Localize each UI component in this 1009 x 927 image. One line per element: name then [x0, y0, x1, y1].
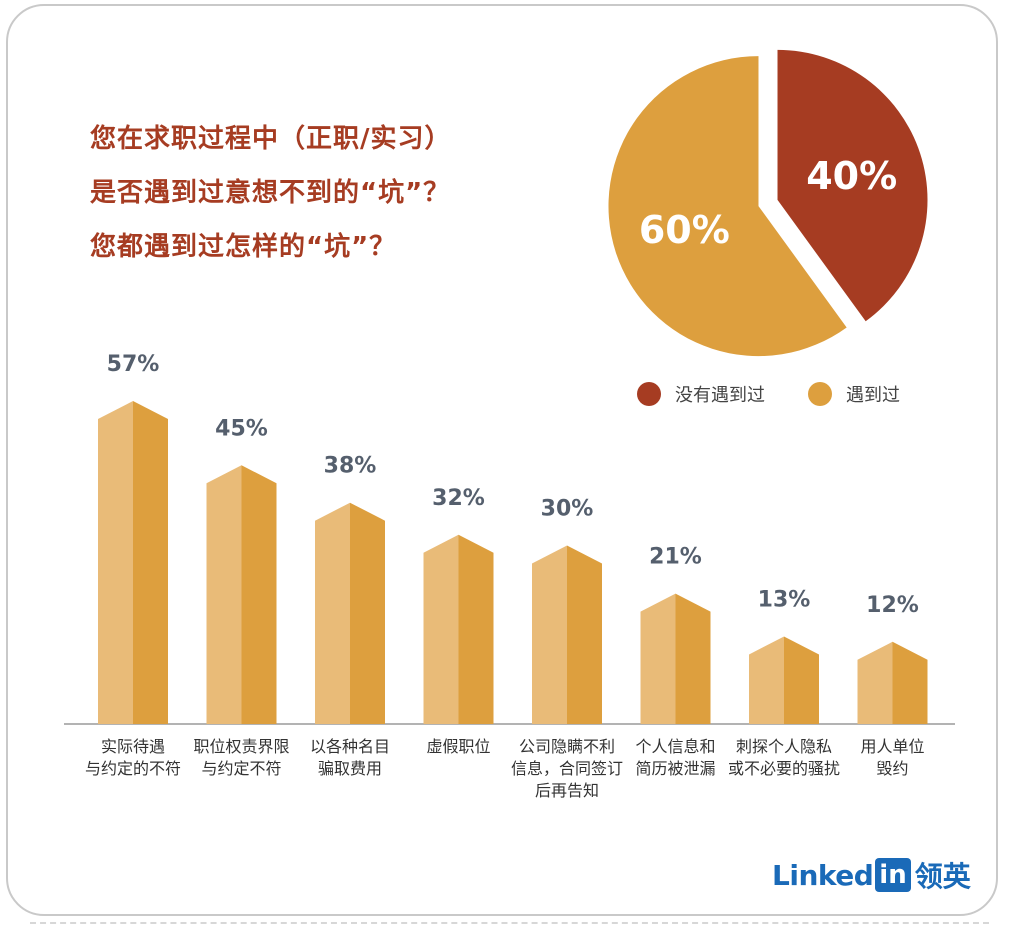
bar-category-line-1-0: 职位权责界限 — [193, 737, 290, 756]
bar-category-label-7: 用人单位 毁约 — [833, 736, 953, 780]
bar-category-line-0-0: 实际待遇 — [100, 737, 165, 756]
bar-category-label-6: 刺探个人隐私 或不必要的骚扰 — [724, 736, 844, 780]
bar-category-line-3-0: 虚假职位 — [426, 737, 491, 756]
bar-1-side — [241, 465, 277, 724]
bar-category-label-4: 公司隐瞒不利 信息，合同签订 后再告知 — [507, 736, 627, 802]
bar-category-label-5: 个人信息和简历被泄漏 — [616, 736, 736, 780]
legend-item-no: 没有遇到过 — [637, 380, 765, 408]
bar-2-front — [315, 502, 350, 724]
bar-category-label-3: 虚假职位 — [399, 736, 519, 758]
bar-value-label-2: 38% — [324, 454, 377, 479]
legend-label-yes: 遇到过 — [846, 385, 900, 406]
logo-word: Linked — [772, 858, 874, 892]
bar-category-line-5-0: 个人信息和 — [635, 737, 716, 756]
bar-1-front — [206, 465, 242, 724]
bar-3-side — [458, 534, 494, 724]
bar-value-label-6: 13% — [758, 587, 811, 612]
bar-category-line-0-1: 与约定的不符 — [84, 759, 181, 778]
title-line-3: 您都遇到过怎样的“坑”？ — [90, 232, 397, 262]
bar-category-line-7-1: 毁约 — [876, 759, 909, 778]
bar-5-front — [640, 593, 676, 724]
legend-item-yes: 遇到过 — [808, 380, 900, 408]
bar-category-label-0: 实际待遇与约定的不符 — [73, 736, 193, 780]
bar-value-label-1: 45% — [215, 416, 268, 441]
bar-category-line-7-0: 用人单位 — [860, 737, 925, 756]
bar-value-label-0: 57% — [107, 352, 160, 377]
bar-3-front — [423, 534, 459, 724]
pie-slice-yes — [608, 56, 847, 357]
bar-value-label-7: 12% — [866, 593, 919, 618]
bar-6-side — [784, 636, 819, 724]
pie-label-yes: 60% — [639, 208, 730, 252]
bar-value-label-5: 21% — [649, 545, 702, 570]
bar-category-label-1: 职位权责界限 与约定不符 — [182, 736, 302, 780]
pie-slice-no — [777, 49, 928, 322]
pie-label-no: 40% — [806, 154, 897, 198]
linkedin-logo: Linked in 领英 — [772, 855, 971, 895]
bar-7-side — [892, 641, 928, 724]
bar-4-front — [532, 545, 567, 724]
title-line-1: 您在求职过程中（正职/实习） — [90, 124, 452, 154]
bar-0-side — [133, 401, 168, 724]
bar-category-line-6-0: 刺探个人隐私 — [735, 737, 832, 756]
bar-6-front — [749, 636, 784, 724]
bar-0-front — [98, 401, 133, 724]
bar-5-side — [675, 593, 711, 724]
logo-in-box: in — [875, 858, 911, 892]
bar-value-label-3: 32% — [432, 486, 485, 511]
bar-2-side — [350, 502, 385, 724]
bar-4-side — [567, 545, 602, 724]
bar-category-line-6-1: 或不必要的骚扰 — [727, 759, 840, 778]
legend-label-no: 没有遇到过 — [675, 385, 765, 406]
bar-category-line-5-1: 简历被泄漏 — [635, 759, 716, 778]
bar-category-line-2-0: 以各种名目 — [309, 737, 390, 756]
legend-swatch-no — [637, 382, 661, 406]
bar-category-line-4-2: 后再告知 — [534, 781, 599, 800]
title-line-2: 是否遇到过意想不到的“坑”？ — [90, 178, 451, 208]
bar-category-line-4-1: 信息，合同签订 — [510, 759, 623, 778]
logo-chinese: 领英 — [914, 860, 971, 893]
bar-7-front — [857, 641, 893, 724]
bar-category-line-2-1: 骗取费用 — [317, 759, 382, 778]
bar-category-label-2: 以各种名目 骗取费用 — [290, 736, 410, 780]
bar-category-line-1-1: 与约定不符 — [201, 759, 282, 778]
legend-swatch-yes — [808, 382, 832, 406]
bottom-divider — [30, 922, 989, 924]
bar-value-label-4: 30% — [541, 497, 594, 522]
bar-category-line-4-0: 公司隐瞒不利 — [518, 737, 615, 756]
